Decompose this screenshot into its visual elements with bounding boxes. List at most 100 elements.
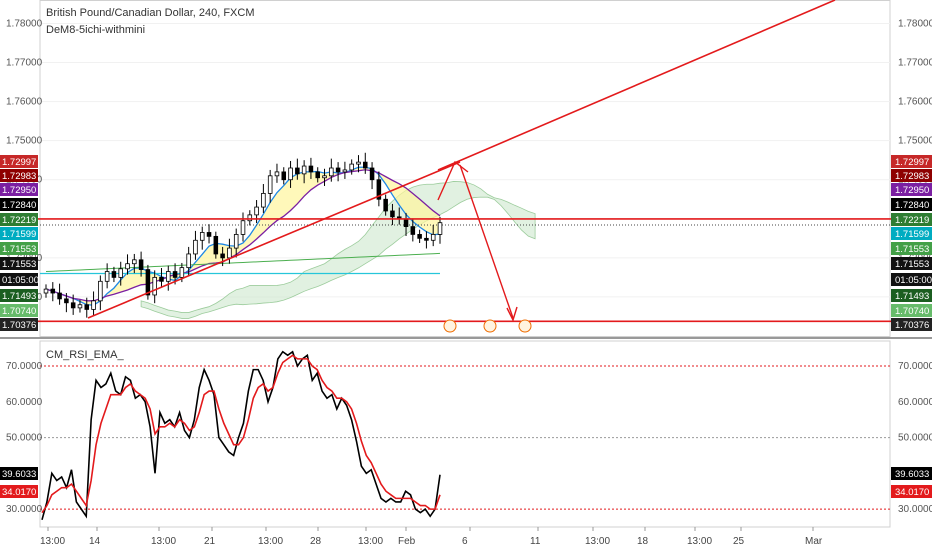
price-tag-left-label: 1.72997: [2, 157, 36, 168]
price-y-tick-label-left: 1.78000: [6, 18, 43, 29]
price-tag-right-label: 1.72219: [895, 215, 929, 226]
price-tag-left: 1.72219: [0, 213, 38, 226]
price-tag-right-bg: [891, 169, 932, 182]
candle-body: [240, 220, 246, 235]
candle-body: [132, 259, 137, 265]
rsi-value-tag-left: 34.0170: [0, 485, 38, 498]
price-tag-right-label: 1.71599: [895, 229, 929, 240]
rsi-y-tick-label-right: 50.0000: [898, 433, 932, 444]
price-tag-left-bg: [0, 318, 38, 331]
price-tag-right-label: 1.71493: [895, 291, 929, 302]
price-tag-right: 1.71553: [891, 242, 932, 255]
price-tag-left: 01:05:00: [0, 273, 39, 286]
candle-body: [410, 226, 416, 235]
candle-body: [138, 259, 144, 270]
price-tag-left-label: 1.72983: [2, 171, 36, 182]
rsi-y-tick-label-right: 60.0000: [898, 397, 932, 408]
price-tag-left: 1.71553: [0, 242, 38, 255]
long-trendline: [437, 0, 836, 171]
price-tag-right-bg: [891, 227, 932, 240]
price-tag-left-label: 1.70740: [2, 306, 36, 317]
candle-body: [315, 171, 320, 179]
candle-body: [118, 268, 123, 278]
price-tag-left-bg: [0, 273, 38, 286]
candle-body: [424, 237, 429, 241]
candle-body: [186, 253, 191, 269]
price-tag-right-bg: [891, 155, 932, 168]
candle-body: [227, 247, 232, 259]
price-tag-left-label: 1.71553: [2, 244, 36, 255]
price-tag-right-label: 1.72950: [895, 185, 929, 196]
candle-body: [329, 167, 334, 177]
projection-arrow-up: [437, 160, 469, 201]
candle-body: [159, 276, 164, 282]
candle-body: [295, 167, 300, 175]
candle-body: [403, 218, 409, 228]
x-tick-label: 6: [462, 536, 468, 547]
price-tag-left-label: 1.71599: [2, 229, 36, 240]
price-y-tick-label-left: 1.77000: [6, 58, 43, 69]
candle-body: [193, 239, 198, 255]
price-tag-right: 1.71553: [891, 257, 932, 270]
price-tag-left-label: 1.72219: [2, 215, 36, 226]
x-tick-label: 25: [733, 536, 745, 547]
price-tag-left-label: 01:05:00: [2, 275, 39, 286]
price-y-tick-label-right: 1.78000: [898, 18, 932, 29]
price-tag-right-bg: [891, 304, 932, 317]
kumo-cloud: [140, 181, 536, 319]
rsi-y-tick-label-right: 30.0000: [898, 504, 932, 515]
rsi-y-tick-label-left: 60.0000: [6, 397, 43, 408]
candle-body: [50, 288, 56, 294]
price-tag-right: 1.72219: [891, 213, 932, 226]
rsi-value-tag-bg-left: [0, 485, 38, 498]
price-tag-right-label: 1.71553: [895, 259, 929, 270]
price-tag-left: 1.71599: [0, 227, 38, 240]
x-tick-label: 11: [530, 536, 541, 547]
candle-body: [430, 234, 436, 241]
price-tag-right: 1.72840: [891, 198, 932, 211]
projection-arrow-down: [459, 164, 514, 319]
event-marker-icon: [443, 319, 457, 333]
rsi-value-tag-label-left: 34.0170: [2, 487, 36, 498]
candle-body: [342, 169, 348, 173]
price-tag-left: 1.71493: [0, 289, 38, 302]
event-marker-icon: [483, 319, 497, 333]
candle-body: [254, 206, 259, 216]
price-y-tick-label-right: 1.75000: [898, 136, 932, 147]
price-tag-right: 1.70740: [891, 304, 932, 317]
candle-body: [199, 232, 205, 241]
price-tag-right-label: 1.70376: [895, 320, 929, 331]
candle-body: [417, 234, 422, 239]
price-tag-left-bg: [0, 155, 38, 168]
price-tag-right-bg: [891, 273, 932, 286]
rsi-value-tag-label-right: 34.0170: [895, 487, 929, 498]
price-y-tick-label-left: 1.75000: [6, 136, 43, 147]
x-tick-label: 13:00: [258, 536, 283, 547]
x-tick-label: 18: [637, 536, 649, 547]
price-tag-right-label: 1.71553: [895, 244, 929, 255]
price-tag-right: 1.72983: [891, 169, 932, 182]
candle-body: [369, 167, 375, 181]
price-tag-left-label: 1.71493: [2, 291, 36, 302]
price-tag-left: 1.72950: [0, 183, 38, 196]
rsi-value-tag-label-left: 39.6033: [2, 469, 36, 480]
candle-body: [356, 161, 361, 165]
price-tag-left: 1.72983: [0, 169, 38, 182]
rsi-y-tick-label-left: 70.0000: [6, 361, 43, 372]
candle-body: [172, 271, 178, 278]
x-tick-label: 21: [204, 536, 216, 547]
tenkan-kijun-fill: [46, 167, 440, 306]
candle-body: [152, 276, 157, 296]
baseline-green: [45, 252, 441, 273]
candle-body: [335, 167, 341, 173]
candle-body: [166, 271, 171, 282]
price-tag-right-bg: [891, 213, 932, 226]
price-tag-right-label: 1.72840: [895, 200, 929, 211]
chart-title: British Pound/Canadian Dollar, 240, FXCM: [46, 7, 255, 19]
price-tag-right: 1.72950: [891, 183, 932, 196]
price-tag-left-bg: [0, 169, 38, 182]
x-tick-label: 13:00: [585, 536, 610, 547]
rsi-pane-border: [39, 340, 891, 528]
price-tag-right: 01:05:00: [891, 273, 932, 286]
rsi-value-tag-bg-left: [0, 467, 38, 480]
